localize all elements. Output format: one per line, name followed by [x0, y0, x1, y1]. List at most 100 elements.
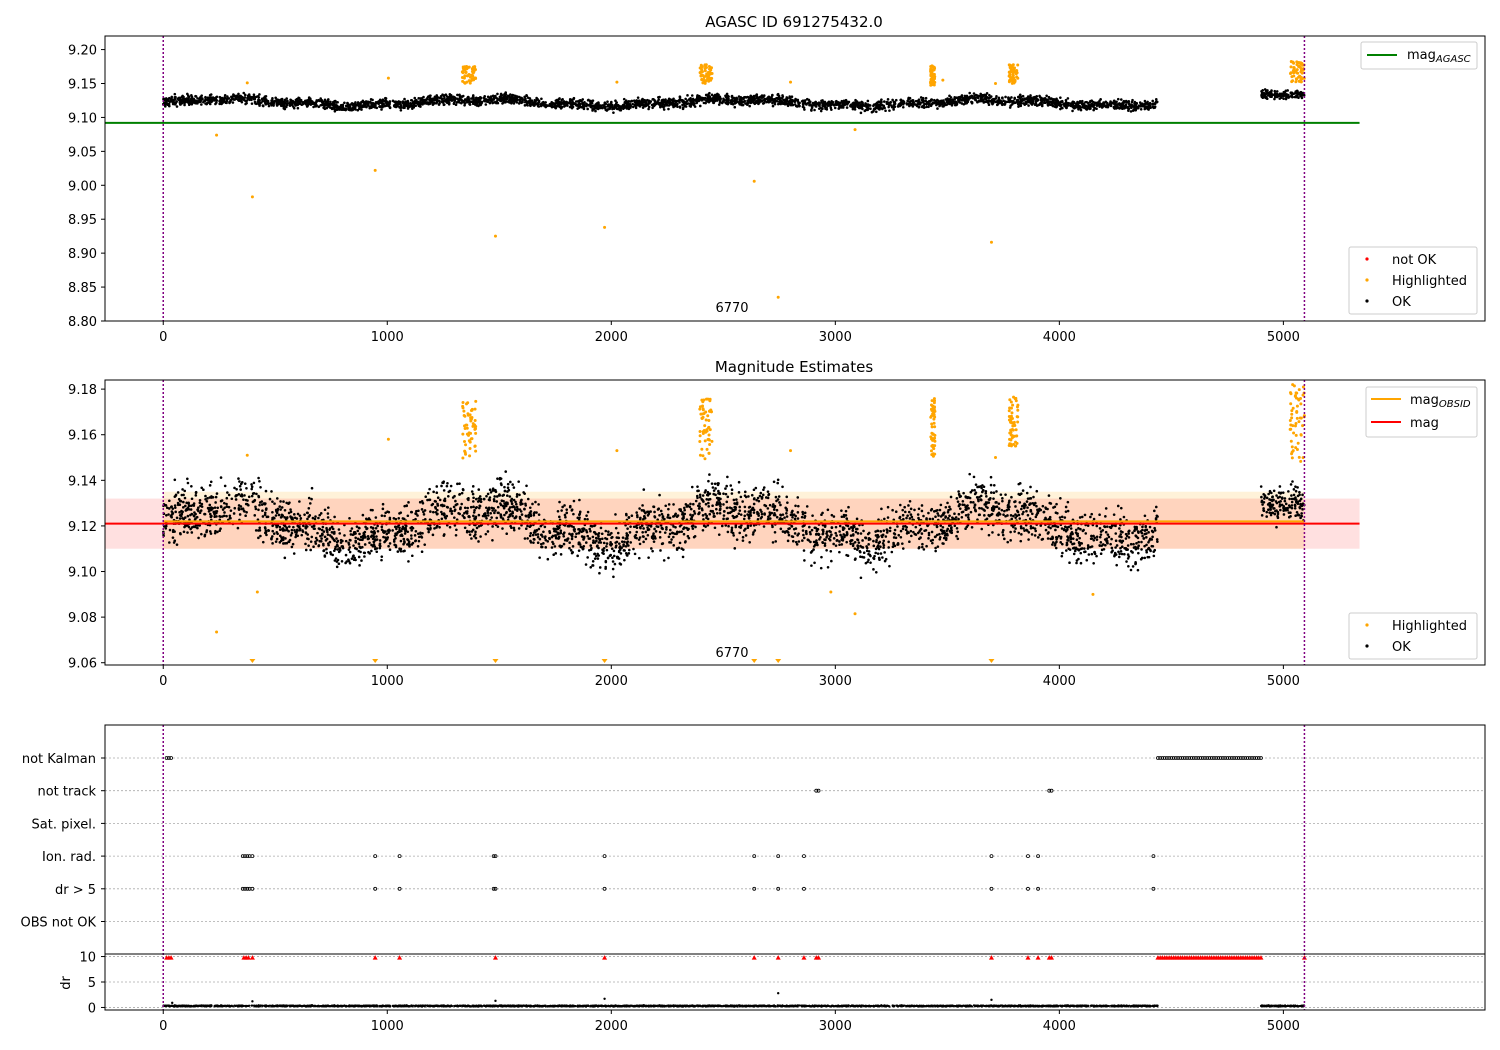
ok-point	[833, 106, 837, 110]
ok-point	[925, 100, 929, 104]
ok-point	[948, 529, 952, 533]
legend-mag-agasc-label: mag	[1407, 48, 1436, 63]
ok-point	[441, 93, 444, 96]
ok-point	[950, 531, 954, 535]
ok-point	[987, 533, 991, 537]
ok-point	[528, 103, 532, 107]
ok-point	[566, 104, 569, 107]
ok-point	[399, 539, 403, 543]
ok-point	[1082, 102, 1085, 106]
ok-point	[452, 98, 456, 101]
ok-point	[285, 102, 289, 106]
ok-point	[599, 526, 603, 530]
ok-point	[667, 503, 671, 506]
ok-point	[371, 98, 374, 102]
ok-point	[411, 554, 414, 558]
ok-point	[576, 107, 579, 110]
highlighted-point	[471, 66, 475, 70]
ok-point	[450, 98, 454, 102]
ok-point	[190, 485, 193, 488]
panel1-legend-lower: not OK Highlighted OK	[1348, 246, 1478, 315]
ok-point	[536, 103, 540, 106]
ok-point	[434, 96, 438, 100]
ok-point	[174, 510, 177, 514]
ok-point	[203, 99, 206, 102]
ok-point	[867, 104, 871, 107]
ok-point	[1260, 89, 1263, 93]
ok-point	[1012, 99, 1015, 103]
ok-point	[331, 100, 335, 104]
ok-point	[744, 96, 748, 99]
ok-point	[1087, 553, 1091, 556]
ok-point	[672, 97, 675, 101]
ok-point	[360, 108, 363, 111]
ok-point	[886, 516, 890, 519]
ok-point	[988, 93, 991, 97]
ok-point	[876, 106, 880, 110]
ok-point	[243, 510, 246, 513]
ok-point	[1082, 547, 1086, 550]
ok-point	[855, 517, 859, 521]
ok-point	[860, 105, 864, 109]
ok-point	[537, 503, 540, 506]
ok-point	[458, 95, 462, 99]
ok-point	[317, 544, 320, 548]
ok-point	[472, 505, 475, 509]
ok-point	[695, 100, 699, 104]
ok-point	[402, 105, 405, 108]
y-tick-label: 8.90	[68, 247, 97, 262]
ok-point	[711, 98, 715, 102]
ok-point	[1020, 507, 1023, 511]
ok-point	[611, 103, 614, 107]
ok-point	[874, 110, 878, 114]
panel1-plot-area	[105, 36, 1360, 321]
ok-point	[518, 95, 521, 99]
ok-point	[486, 98, 489, 102]
ok-point	[872, 104, 875, 108]
ok-point	[675, 99, 679, 103]
ok-point	[658, 103, 662, 107]
y-tick-label: 9.20	[68, 44, 97, 59]
ok-point	[1007, 97, 1010, 101]
highlighted-point	[1289, 71, 1293, 75]
ok-point	[899, 529, 903, 533]
ok-point	[1025, 500, 1029, 503]
ok-point	[219, 96, 223, 100]
ok-point	[793, 100, 797, 103]
ok-point	[722, 100, 725, 103]
highlighted-point	[1297, 65, 1301, 69]
ok-point	[428, 487, 431, 491]
ok-point	[1052, 98, 1055, 101]
highlighted-point	[930, 79, 934, 83]
ok-point	[178, 517, 182, 520]
ok-point	[1116, 97, 1120, 101]
ok-point	[420, 96, 424, 100]
ok-point	[698, 495, 702, 499]
ok-point	[438, 525, 441, 529]
ok-point	[496, 92, 499, 96]
ok-point	[826, 566, 830, 569]
ok-point	[567, 101, 571, 105]
ok-point	[765, 100, 768, 104]
ok-point	[325, 547, 328, 551]
ok-point	[598, 566, 602, 569]
ok-point	[381, 98, 385, 101]
ok-point	[927, 105, 930, 109]
ok-point	[1112, 99, 1116, 103]
ok-point	[748, 540, 751, 544]
ok-point	[426, 498, 429, 502]
ok-point	[683, 101, 686, 105]
ok-point	[1125, 560, 1128, 563]
ok-point	[866, 99, 870, 103]
ok-point	[615, 107, 619, 111]
ok-point	[851, 107, 855, 111]
ok-point	[1118, 102, 1121, 105]
ok-point	[357, 105, 361, 108]
ok-point	[1028, 97, 1031, 101]
ok-point	[540, 97, 543, 101]
ok-point	[594, 109, 597, 113]
ok-point	[635, 530, 639, 534]
panel1-title: AGASC ID 691275432.0	[705, 13, 883, 31]
ok-point	[162, 97, 165, 101]
ok-point	[636, 96, 640, 99]
